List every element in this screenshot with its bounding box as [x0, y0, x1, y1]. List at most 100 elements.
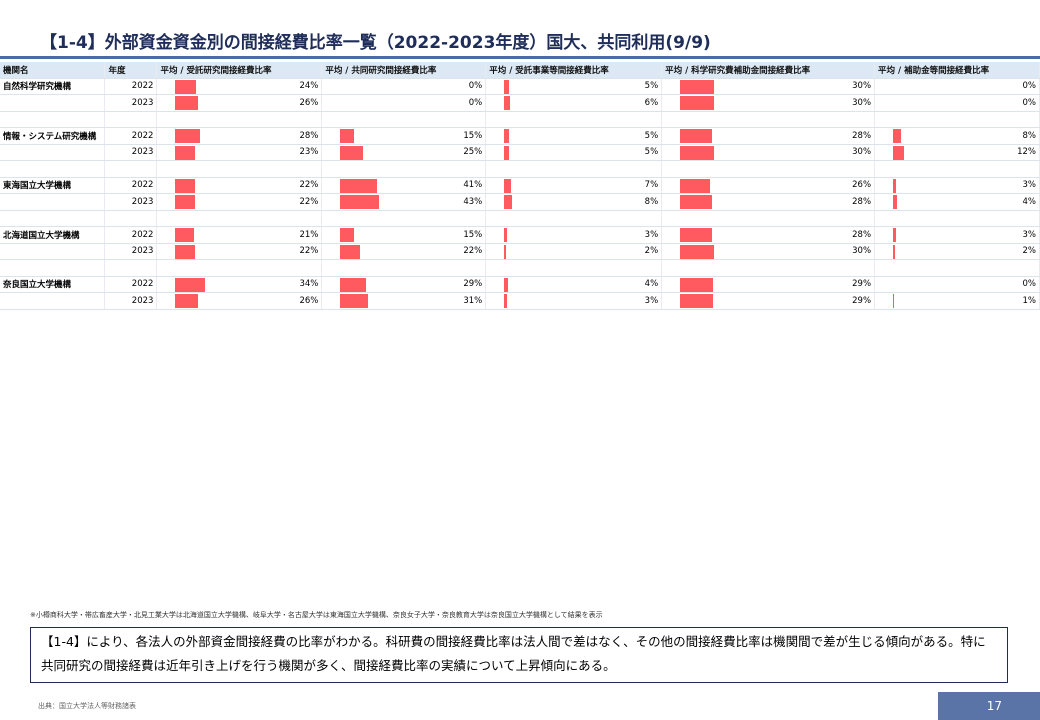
data-bar: [175, 277, 206, 292]
summary-box: 【1-4】により、各法人の外部資金間接経費の比率がわかる。科研費の間接経費比率は…: [30, 627, 1008, 683]
data-bar: [175, 228, 194, 242]
column-header[interactable]: 平均 / 共同研究間接経費比率: [321, 62, 487, 79]
value-label: 30%: [852, 81, 872, 92]
data-bar: [340, 228, 354, 242]
data-bar: [680, 244, 715, 259]
data-bar: [893, 228, 896, 242]
column-header[interactable]: 機関名: [0, 62, 106, 79]
value-label: 22%: [463, 246, 483, 257]
value-label: 1%: [1022, 295, 1037, 306]
data-bar: [175, 294, 199, 308]
value-label: 5%: [644, 147, 659, 158]
institution-name: 自然科学研究機構: [0, 78, 106, 95]
data-bar: [340, 244, 361, 259]
value-label: 0%: [468, 97, 483, 108]
value-label: 23%: [299, 147, 319, 158]
data-bar: [340, 129, 354, 143]
value-cell: 8%: [485, 193, 663, 211]
value-label: 5%: [644, 81, 659, 92]
page-number: 17: [938, 692, 1040, 720]
data-bar: [340, 277, 367, 292]
data-bar: [680, 145, 715, 160]
value-label: 3%: [644, 229, 659, 240]
value-label: 30%: [852, 246, 872, 257]
table-row: 2023 22% 22% 2% 30% 2%: [0, 243, 1040, 260]
value-cell: 21%: [156, 226, 323, 244]
institution-name: [0, 94, 106, 112]
value-cell: 1%: [874, 292, 1040, 310]
value-label: 26%: [299, 97, 319, 108]
value-label: 29%: [463, 279, 483, 290]
data-bar: [680, 195, 712, 209]
value-cell: 0%: [874, 94, 1040, 112]
value-cell: 31%: [321, 292, 487, 310]
value-label: 15%: [463, 229, 483, 240]
value-label: 28%: [852, 196, 872, 207]
value-cell: 15%: [321, 127, 487, 145]
data-bar: [504, 244, 507, 259]
column-header[interactable]: 平均 / 受託研究間接経費比率: [156, 62, 323, 79]
value-cell: 8%: [874, 127, 1040, 145]
value-cell: 41%: [321, 177, 487, 194]
year-cell: 2022: [104, 78, 158, 95]
value-label: 0%: [1022, 279, 1037, 290]
value-label: 28%: [852, 229, 872, 240]
value-cell: 4%: [874, 193, 1040, 211]
value-cell: 34%: [156, 276, 323, 293]
value-label: 0%: [1022, 81, 1037, 92]
data-bar: [893, 145, 905, 160]
value-label: 3%: [1022, 180, 1037, 191]
value-cell: 5%: [485, 78, 663, 95]
spacer-row: [0, 259, 1040, 277]
value-cell: 29%: [321, 276, 487, 293]
value-cell: 24%: [156, 78, 323, 95]
value-label: 0%: [1022, 97, 1037, 108]
year-cell: 2022: [104, 127, 158, 145]
value-label: 41%: [463, 180, 483, 191]
value-label: 3%: [644, 295, 659, 306]
value-cell: 7%: [485, 177, 663, 194]
table-row: 北海道国立大学機構 2022 21% 15% 3% 28% 3%: [0, 226, 1040, 244]
table-row: 2023 23% 25% 5% 30% 12%: [0, 144, 1040, 161]
column-header[interactable]: 平均 / 科学研究費補助金間接経費比率: [661, 62, 876, 79]
data-bar: [504, 195, 512, 209]
value-cell: 29%: [661, 276, 876, 293]
column-header[interactable]: 平均 / 補助金等間接経費比率: [874, 62, 1040, 79]
year-cell: 2023: [104, 193, 158, 211]
table-row: 情報・システム研究機構 2022 28% 15% 5% 28% 8%: [0, 127, 1040, 145]
data-bar: [175, 145, 196, 160]
data-bar: [504, 96, 510, 110]
value-cell: 3%: [485, 292, 663, 310]
data-bar: [340, 145, 363, 160]
value-cell: 29%: [661, 292, 876, 310]
data-bar: [893, 178, 896, 193]
data-bar: [504, 294, 508, 308]
value-label: 34%: [299, 279, 319, 290]
value-label: 31%: [463, 295, 483, 306]
value-cell: 6%: [485, 94, 663, 112]
column-header[interactable]: 年度: [104, 62, 158, 79]
data-bar: [680, 228, 712, 242]
value-label: 21%: [299, 229, 319, 240]
value-cell: 30%: [661, 78, 876, 95]
data-bar: [504, 178, 511, 193]
institution-name: 北海道国立大学機構: [0, 226, 106, 244]
value-cell: 3%: [874, 226, 1040, 244]
value-label: 24%: [299, 81, 319, 92]
value-label: 8%: [1022, 130, 1037, 141]
data-bar: [893, 244, 895, 259]
value-cell: 28%: [661, 226, 876, 244]
value-cell: 22%: [156, 177, 323, 194]
data-bar: [175, 178, 195, 193]
value-cell: 5%: [485, 144, 663, 161]
value-cell: 26%: [156, 94, 323, 112]
institution-name: [0, 243, 106, 260]
data-bar: [680, 129, 712, 143]
data-bar: [340, 195, 380, 209]
value-label: 26%: [299, 295, 319, 306]
data-bar: [504, 79, 509, 94]
value-cell: 22%: [156, 243, 323, 260]
column-header[interactable]: 平均 / 受託事業等間接経費比率: [485, 62, 663, 79]
institution-name: 情報・システム研究機構: [0, 127, 106, 145]
value-label: 3%: [1022, 229, 1037, 240]
